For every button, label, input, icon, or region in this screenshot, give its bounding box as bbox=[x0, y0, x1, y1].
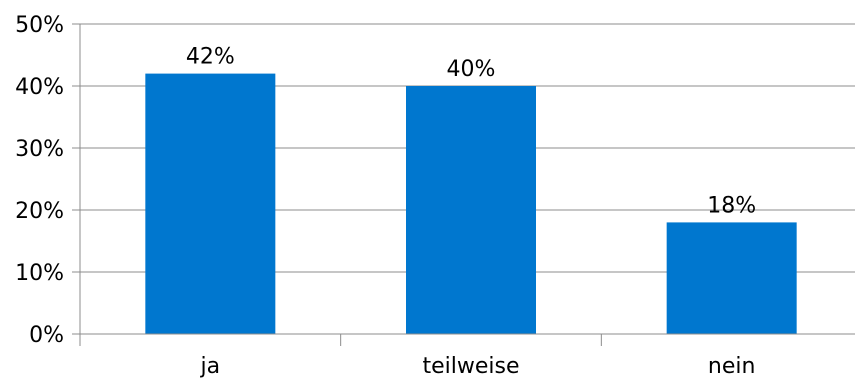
bar-nein bbox=[666, 222, 797, 334]
y-tick-label: 0% bbox=[29, 323, 64, 348]
bars bbox=[145, 73, 797, 334]
category-labels: ja teilweise nein bbox=[200, 354, 756, 379]
y-tick-label: 20% bbox=[15, 199, 64, 224]
data-label: 40% bbox=[447, 57, 496, 82]
data-label: 42% bbox=[186, 45, 235, 70]
x-tick-label: ja bbox=[200, 354, 221, 379]
x-tick-label: nein bbox=[708, 354, 756, 379]
x-axis bbox=[79, 333, 855, 346]
data-labels: 42% 40% 18% bbox=[186, 45, 756, 219]
y-tick-label: 30% bbox=[15, 137, 64, 162]
y-tick-label: 50% bbox=[15, 13, 64, 38]
y-tick-label: 40% bbox=[15, 75, 64, 100]
y-axis-ticks: 0% 10% 20% 30% 40% 50% bbox=[15, 13, 64, 348]
data-label: 18% bbox=[707, 193, 756, 218]
x-tick-label: teilweise bbox=[422, 354, 519, 379]
bar-teilweise bbox=[406, 86, 536, 334]
y-tick-label: 10% bbox=[15, 261, 64, 286]
bar-ja bbox=[145, 73, 276, 334]
